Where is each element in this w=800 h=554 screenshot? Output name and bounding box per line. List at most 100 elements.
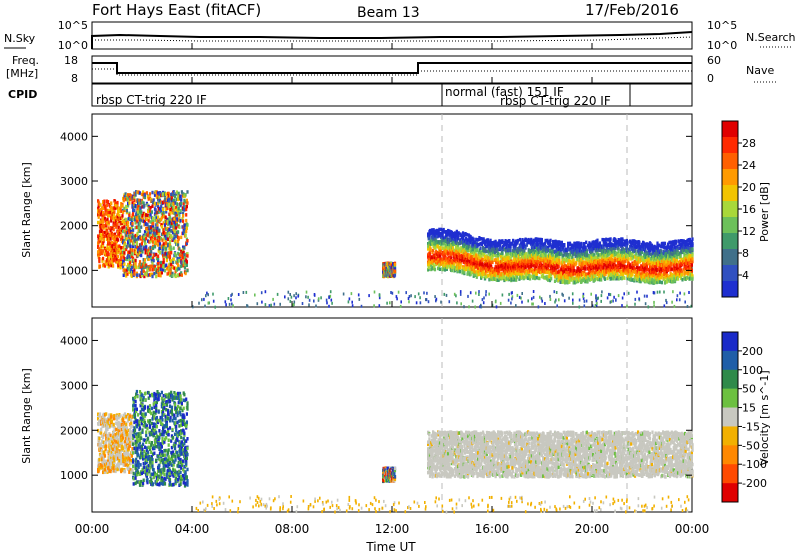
power-cell (142, 217, 145, 222)
power-cell (133, 208, 136, 213)
freq-tick-top: 18 (64, 54, 78, 67)
power-cell (152, 216, 155, 220)
power-cell (142, 211, 145, 216)
power-cell (148, 196, 152, 200)
power-cell (185, 204, 188, 209)
power-cell (138, 260, 142, 264)
power-cell (528, 256, 532, 260)
power-cell (559, 244, 562, 248)
power-cell (528, 254, 531, 258)
power-cell (154, 202, 157, 206)
power-cell (523, 266, 526, 270)
power-cell (470, 270, 473, 275)
power-cell (130, 264, 133, 268)
power-cell (125, 230, 128, 235)
power-cell (148, 209, 152, 213)
power-cell (445, 267, 448, 271)
power-cell (175, 254, 178, 258)
power-cell (130, 194, 133, 198)
power-cell (103, 234, 106, 239)
power-cell (154, 190, 157, 194)
power-cell (174, 231, 177, 236)
power-cell (449, 235, 452, 240)
power-cell (168, 254, 172, 259)
power-cell (484, 263, 487, 267)
power-cell (445, 237, 448, 241)
power-cell (112, 227, 115, 232)
power-cell (128, 270, 131, 275)
power-cell (462, 267, 465, 271)
power-cell (548, 249, 552, 253)
power-cell (163, 197, 167, 201)
power-cell (554, 266, 557, 270)
freq-label-1: Freq. (12, 54, 39, 67)
power-cell (98, 264, 102, 268)
power-cell (525, 243, 528, 247)
power-cell (167, 265, 170, 270)
power-cell (126, 255, 129, 260)
power-cell (162, 254, 165, 258)
power-cell (545, 249, 548, 254)
power-cell (133, 267, 136, 272)
power-cell (138, 191, 142, 195)
power-cell (140, 235, 143, 240)
power-cell (455, 240, 458, 245)
power-cell (134, 250, 137, 255)
power-cell (150, 228, 153, 233)
power-cell (437, 260, 440, 265)
power-cell (165, 252, 168, 256)
power-cell (118, 207, 121, 211)
power-cell (526, 272, 529, 276)
power-cell (122, 255, 125, 259)
power-cell (178, 225, 181, 229)
power-cell (176, 261, 179, 265)
power-cell (123, 262, 126, 266)
power-cell (172, 192, 175, 197)
power-cell (551, 250, 554, 254)
power-cell (110, 248, 113, 252)
power-cell (465, 232, 468, 237)
power-cell (107, 210, 110, 215)
power-cell (178, 257, 181, 261)
power-cell (540, 256, 543, 261)
power-cell (180, 254, 183, 259)
power-cell (158, 198, 162, 203)
power-cell (163, 191, 167, 195)
power-cell (507, 265, 510, 270)
power-cell (155, 239, 158, 244)
power-cell (121, 226, 124, 230)
power-cell (491, 255, 494, 259)
power-cell (183, 204, 186, 209)
power-cell (138, 229, 142, 233)
power-cell (447, 255, 450, 260)
power-cell (134, 244, 137, 249)
power-cell (105, 249, 108, 253)
power-cell (157, 207, 160, 211)
power-cell (152, 258, 155, 263)
power-cell (543, 262, 546, 266)
power-cell (443, 241, 446, 246)
power-cell (183, 223, 187, 227)
power-cell (562, 249, 565, 253)
power-cell (185, 213, 188, 217)
power-cell (143, 203, 146, 208)
power-cell (447, 243, 450, 247)
power-cell (141, 200, 144, 205)
power-cell (577, 241, 580, 245)
power-cell (558, 269, 561, 274)
power-cell (552, 256, 555, 261)
power-cell (146, 229, 149, 234)
power-cell (490, 264, 493, 269)
power-cell (148, 268, 152, 272)
power-cell (536, 250, 539, 254)
power-cell (482, 257, 485, 262)
power-cell (493, 258, 496, 262)
power-cell (507, 277, 510, 282)
power-cell (483, 265, 487, 269)
power-cell (512, 238, 515, 243)
power-cell (437, 234, 440, 238)
power-cell (457, 262, 460, 266)
power-cell (154, 267, 157, 271)
power-cell (124, 237, 127, 241)
power-cell (122, 210, 125, 214)
